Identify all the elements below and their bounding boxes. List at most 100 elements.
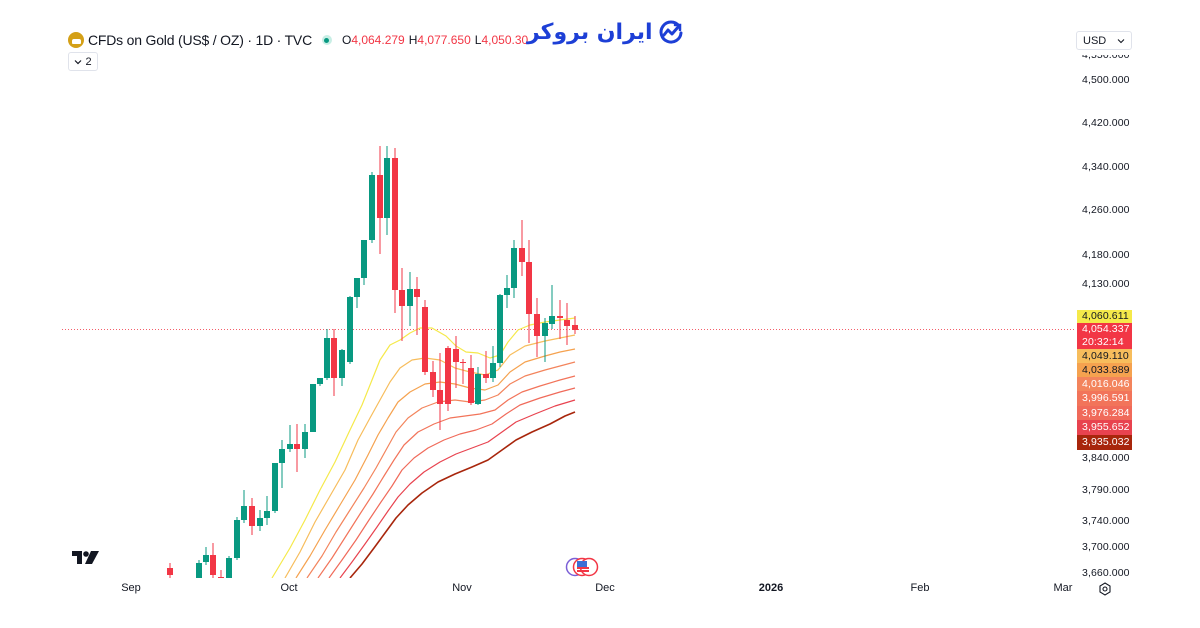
- price-tag: 3,976.284: [1077, 406, 1132, 420]
- candle: [167, 563, 173, 578]
- price-axis-tick: 4,340.000: [1082, 161, 1130, 173]
- candle: [504, 275, 510, 308]
- candle: [526, 240, 532, 343]
- candle: [572, 316, 578, 334]
- ema-ribbon-line: [306, 361, 576, 578]
- ema-ribbon-line: [339, 399, 576, 578]
- time-axis-label: Oct: [280, 582, 298, 594]
- price-tag: 4,054.337: [1077, 323, 1132, 336]
- candle: [468, 355, 474, 405]
- price-tag: 20:32:14: [1077, 336, 1132, 349]
- ema-ribbon-line: [328, 387, 576, 578]
- candle: [361, 240, 367, 285]
- time-axis-label: Sep: [121, 582, 141, 594]
- candle: [369, 172, 375, 243]
- candle: [226, 556, 232, 578]
- symbol-legend[interactable]: CFDs on Gold (US$ / OZ) · 1D · TVC O4,06…: [68, 30, 532, 50]
- ohlc-open: O4,064.279: [341, 33, 405, 47]
- price-axis-tick: 3,660.000: [1082, 567, 1130, 579]
- candle: [392, 148, 398, 313]
- candle: [490, 346, 496, 382]
- axis-settings-icon[interactable]: [1098, 582, 1112, 596]
- candle: [511, 240, 517, 298]
- candle: [331, 329, 337, 396]
- currency-value: USD: [1083, 34, 1107, 47]
- candle: [310, 384, 316, 432]
- candle: [234, 517, 240, 560]
- candle: [460, 359, 466, 384]
- ema-ribbon-line: [349, 411, 576, 578]
- candle: [279, 440, 285, 488]
- ema-ribbon-line: [295, 348, 576, 578]
- candle: [317, 378, 323, 386]
- tradingview-logo-icon[interactable]: [72, 551, 100, 570]
- candle: [249, 498, 255, 535]
- logo-text: ایران بروکر: [527, 19, 654, 45]
- candle: [497, 294, 503, 367]
- price-axis-tick: 3,840.000: [1082, 452, 1130, 464]
- symbol-title[interactable]: CFDs on Gold (US$ / OZ) · 1D · TVC: [88, 32, 312, 48]
- indicators-legend-toggle[interactable]: 2: [68, 52, 98, 71]
- ohlc-low: L4,050.30: [474, 33, 529, 47]
- candle: [210, 543, 216, 578]
- price-tag: 3,935.032: [1077, 435, 1132, 450]
- candle: [354, 278, 360, 308]
- candle: [430, 361, 436, 397]
- price-axis-tick: 4,260.000: [1082, 204, 1130, 216]
- iranbroker-logo: ایران بروکر: [527, 18, 685, 46]
- candle: [453, 336, 459, 388]
- candle: [549, 285, 555, 329]
- candle: [542, 318, 548, 362]
- ema-ribbon-line: [317, 375, 576, 578]
- candle: [272, 463, 278, 513]
- candle: [257, 510, 263, 531]
- candle: [196, 560, 202, 578]
- candle: [347, 296, 353, 364]
- price-tag: 4,033.889: [1077, 363, 1132, 377]
- candle: [399, 268, 405, 341]
- candle: [557, 300, 563, 339]
- candle: [339, 349, 345, 386]
- candle: [407, 272, 413, 326]
- candle: [287, 425, 293, 452]
- price-axis-tick: 4,550.000: [1082, 49, 1130, 61]
- candle: [534, 298, 540, 357]
- price-axis-tick: 4,130.000: [1082, 278, 1130, 290]
- us-economic-events-icon[interactable]: [565, 557, 601, 582]
- candle: [414, 277, 420, 335]
- price-axis-tick: 3,790.000: [1082, 484, 1130, 496]
- price-axis-tick: 4,420.000: [1082, 117, 1130, 129]
- price-tag: 4,016.046: [1077, 377, 1132, 391]
- time-axis-label: Nov: [452, 582, 472, 594]
- price-tag: 4,060.611: [1077, 310, 1132, 323]
- time-axis-label: Mar: [1053, 582, 1073, 594]
- time-axis-label: 2026: [758, 582, 784, 594]
- gold-bars-icon: [68, 32, 84, 48]
- time-axis-label: Feb: [910, 582, 930, 594]
- price-tag: 3,955.652: [1077, 420, 1132, 435]
- indicators-count: 2: [85, 55, 92, 68]
- candle: [203, 547, 209, 565]
- candle: [483, 351, 489, 383]
- candle: [437, 353, 443, 430]
- candle: [377, 146, 383, 254]
- candle: [445, 346, 451, 411]
- candle: [324, 329, 330, 380]
- price-axis-tick: 4,500.000: [1082, 74, 1130, 86]
- candle: [218, 570, 224, 578]
- time-axis-label: Dec: [595, 582, 615, 594]
- price-axis-tick: 3,740.000: [1082, 515, 1130, 527]
- candle: [294, 424, 300, 472]
- market-open-dot-icon: [321, 35, 332, 45]
- currency-selector[interactable]: USD: [1076, 31, 1132, 50]
- ema-ribbon-line: [284, 334, 576, 578]
- candle: [241, 490, 247, 523]
- price-tag: 3,996.591: [1077, 391, 1132, 406]
- chevron-down-icon: [1117, 38, 1125, 43]
- candle: [302, 424, 308, 458]
- price-tag: 4,049.110: [1077, 349, 1132, 363]
- candle: [475, 367, 481, 405]
- candle: [384, 146, 390, 235]
- ohlc-high: H4,077.650: [408, 33, 471, 47]
